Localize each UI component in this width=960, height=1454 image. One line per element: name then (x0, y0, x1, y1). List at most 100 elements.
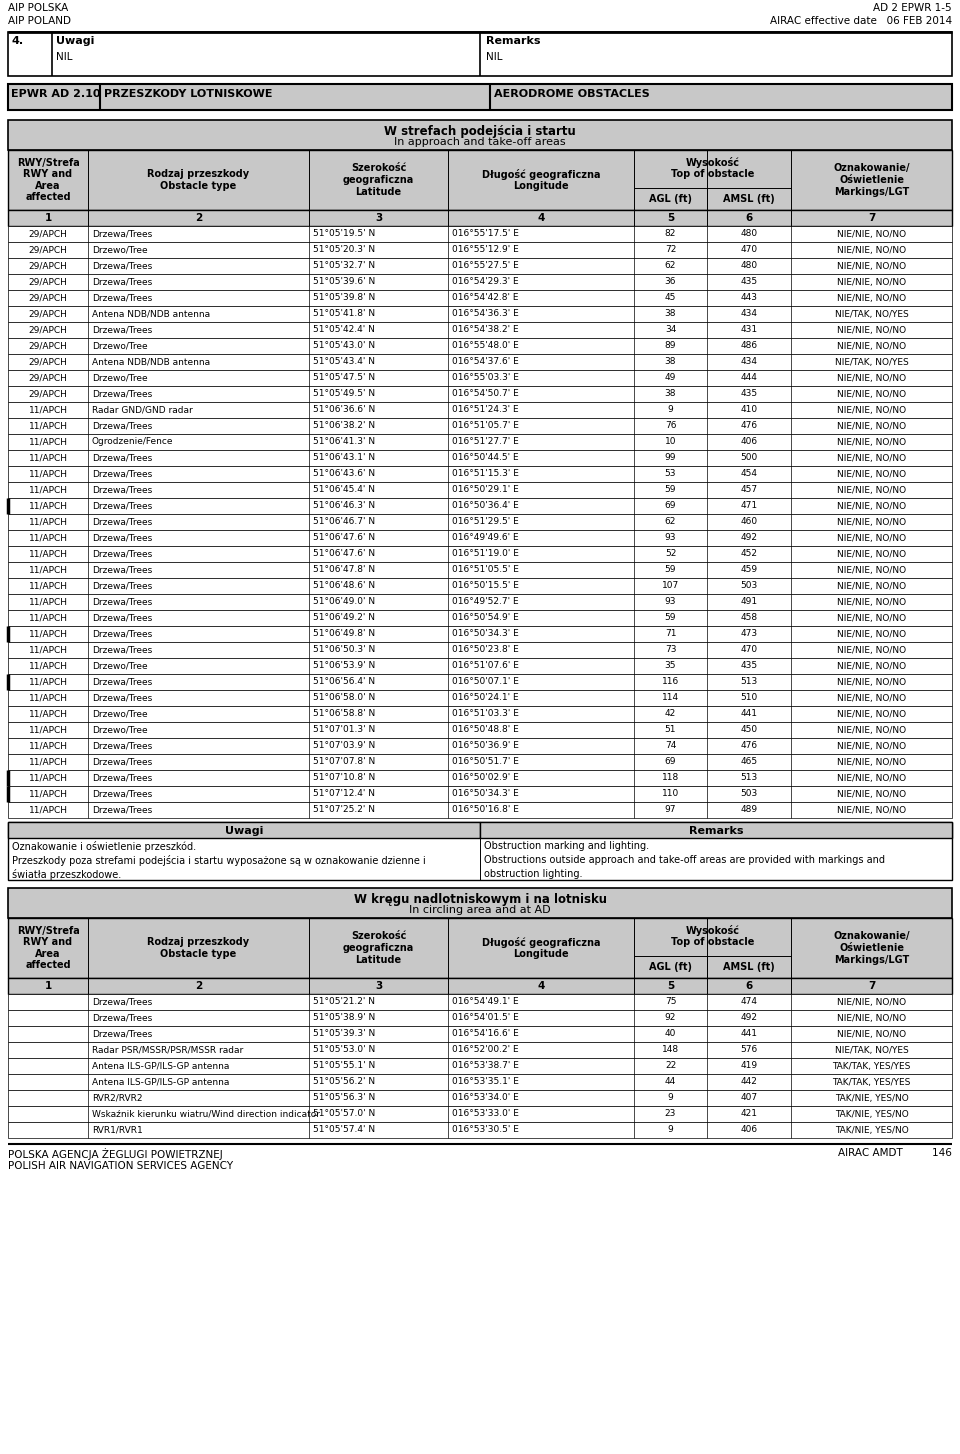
Text: AIRAC effective date   06 FEB 2014: AIRAC effective date 06 FEB 2014 (770, 16, 952, 26)
Text: TAK/NIE, YES/NO: TAK/NIE, YES/NO (834, 1109, 908, 1118)
Text: RWY/Strefa
RWY and
Area
affected: RWY/Strefa RWY and Area affected (16, 926, 80, 970)
Text: Radar PSR/MSSR/PSR/MSSR radar: Radar PSR/MSSR/PSR/MSSR radar (92, 1045, 243, 1054)
Text: 9: 9 (667, 1093, 673, 1102)
Text: 29/APCH: 29/APCH (29, 294, 67, 302)
Text: 51°06'46.7' N: 51°06'46.7' N (313, 518, 375, 526)
Text: NIE/NIE, NO/NO: NIE/NIE, NO/NO (837, 422, 906, 430)
Text: 443: 443 (740, 294, 757, 302)
Text: 016°50'54.9' E: 016°50'54.9' E (452, 614, 518, 622)
Text: NIE/NIE, NO/NO: NIE/NIE, NO/NO (837, 726, 906, 734)
Text: RVR1/RVR1: RVR1/RVR1 (92, 1125, 143, 1134)
Text: Oznakowanie/
Oświetlenie
Markings/LGT: Oznakowanie/ Oświetlenie Markings/LGT (833, 163, 910, 196)
Bar (8, 707, 952, 723)
Text: Ogrodzenie/Fence: Ogrodzenie/Fence (92, 438, 174, 446)
Text: 11/APCH: 11/APCH (29, 406, 67, 414)
Text: 7: 7 (868, 981, 876, 992)
Text: 42: 42 (665, 710, 676, 718)
Text: POLISH AIR NAVIGATION SERVICES AGENCY: POLISH AIR NAVIGATION SERVICES AGENCY (8, 1160, 233, 1170)
Text: 107: 107 (661, 582, 679, 590)
Text: 016°53'35.1' E: 016°53'35.1' E (452, 1077, 518, 1086)
Text: 59: 59 (664, 566, 676, 574)
Bar (8, 1075, 952, 1090)
Text: 11/APCH: 11/APCH (29, 630, 67, 638)
Text: światła przeszkodowe.: światła przeszkodowe. (12, 869, 121, 880)
Text: 51°06'49.8' N: 51°06'49.8' N (313, 630, 375, 638)
Bar (8, 803, 952, 819)
Text: 016°54'36.3' E: 016°54'36.3' E (452, 310, 518, 318)
Text: AD 2 EPWR 1-5: AD 2 EPWR 1-5 (874, 3, 952, 13)
Text: Oznakowanie i oświetlenie przeszkód.: Oznakowanie i oświetlenie przeszkód. (12, 840, 196, 852)
Text: 444: 444 (740, 374, 757, 382)
Text: 51°06'50.3' N: 51°06'50.3' N (313, 646, 375, 654)
Bar (8, 595, 952, 611)
Bar (8, 1043, 952, 1059)
Bar (8, 305, 952, 321)
Text: NIE/NIE, NO/NO: NIE/NIE, NO/NO (837, 758, 906, 766)
Text: 5: 5 (667, 212, 674, 222)
Text: 51°06'49.0' N: 51°06'49.0' N (313, 598, 375, 606)
Text: 29/APCH: 29/APCH (29, 390, 67, 398)
Text: Drzewa/Trees: Drzewa/Trees (92, 997, 153, 1006)
Bar (8, 888, 952, 917)
Text: 51°05'53.0' N: 51°05'53.0' N (313, 1045, 375, 1054)
Text: Przeszkody poza strefami podejścia i startu wyposażone są w oznakowanie dzienne : Przeszkody poza strefami podejścia i sta… (12, 855, 425, 867)
Text: Obstruction marking and lighting.: Obstruction marking and lighting. (484, 840, 649, 851)
Text: AIRAC AMDT         146: AIRAC AMDT 146 (838, 1149, 952, 1157)
Text: 51°06'48.6' N: 51°06'48.6' N (313, 582, 375, 590)
Text: NIE/NIE, NO/NO: NIE/NIE, NO/NO (837, 230, 906, 238)
Text: 11/APCH: 11/APCH (29, 502, 67, 510)
Text: Rodzaj przeszkody
Obstacle type: Rodzaj przeszkody Obstacle type (148, 938, 250, 958)
Text: NIE/NIE, NO/NO: NIE/NIE, NO/NO (837, 678, 906, 686)
Text: 441: 441 (740, 710, 757, 718)
Text: AGL (ft): AGL (ft) (649, 193, 692, 204)
Bar (8, 1011, 952, 1027)
Text: 11/APCH: 11/APCH (29, 454, 67, 462)
Text: 476: 476 (740, 742, 757, 750)
Text: NIE/NIE, NO/NO: NIE/NIE, NO/NO (837, 470, 906, 478)
Text: 69: 69 (664, 502, 676, 510)
Text: Drzewa/Trees: Drzewa/Trees (92, 1029, 153, 1038)
Text: In approach and take-off areas: In approach and take-off areas (395, 137, 565, 147)
Bar (8, 465, 952, 481)
Text: Długość geograficzna
Longitude: Długość geograficzna Longitude (482, 936, 600, 960)
Text: NIE/NIE, NO/NO: NIE/NIE, NO/NO (837, 406, 906, 414)
Text: 11/APCH: 11/APCH (29, 710, 67, 718)
Text: 51°06'47.6' N: 51°06'47.6' N (313, 534, 375, 542)
Text: 62: 62 (665, 262, 676, 270)
Text: 452: 452 (740, 550, 757, 558)
Text: Drzewa/Trees: Drzewa/Trees (92, 550, 153, 558)
Bar (8, 659, 952, 675)
Text: 11/APCH: 11/APCH (29, 534, 67, 542)
Text: NIE/NIE, NO/NO: NIE/NIE, NO/NO (837, 598, 906, 606)
Text: 45: 45 (665, 294, 676, 302)
Text: NIE/NIE, NO/NO: NIE/NIE, NO/NO (837, 630, 906, 638)
Text: 59: 59 (664, 614, 676, 622)
Text: 52: 52 (665, 550, 676, 558)
Text: 11/APCH: 11/APCH (29, 598, 67, 606)
Text: 458: 458 (740, 614, 757, 622)
Text: 480: 480 (740, 262, 757, 270)
Bar (8, 499, 952, 515)
Text: TAK/NIE, YES/NO: TAK/NIE, YES/NO (834, 1125, 908, 1134)
Text: AGL (ft): AGL (ft) (649, 963, 692, 973)
Text: 016°55'48.0' E: 016°55'48.0' E (452, 342, 518, 350)
Text: Drzewa/Trees: Drzewa/Trees (92, 422, 153, 430)
Text: NIE/NIE, NO/NO: NIE/NIE, NO/NO (837, 710, 906, 718)
Text: 457: 457 (740, 486, 757, 494)
Text: 22: 22 (665, 1061, 676, 1070)
Text: 59: 59 (664, 486, 676, 494)
Text: NIE/NIE, NO/NO: NIE/NIE, NO/NO (837, 550, 906, 558)
Text: 6: 6 (745, 981, 753, 992)
Text: 421: 421 (740, 1109, 757, 1118)
Text: 76: 76 (664, 422, 676, 430)
Text: 016°54'50.7' E: 016°54'50.7' E (452, 390, 518, 398)
Text: 016°51'03.3' E: 016°51'03.3' E (452, 710, 518, 718)
Text: Drzewa/Trees: Drzewa/Trees (92, 678, 153, 686)
Text: 51°06'38.2' N: 51°06'38.2' N (313, 422, 375, 430)
Text: Drzewa/Trees: Drzewa/Trees (92, 694, 153, 702)
Text: 016°52'00.2' E: 016°52'00.2' E (452, 1045, 518, 1054)
Text: Drzewa/Trees: Drzewa/Trees (92, 774, 153, 782)
Text: Drzewa/Trees: Drzewa/Trees (92, 534, 153, 542)
Text: NIE/NIE, NO/NO: NIE/NIE, NO/NO (837, 246, 906, 254)
Text: 71: 71 (664, 630, 676, 638)
